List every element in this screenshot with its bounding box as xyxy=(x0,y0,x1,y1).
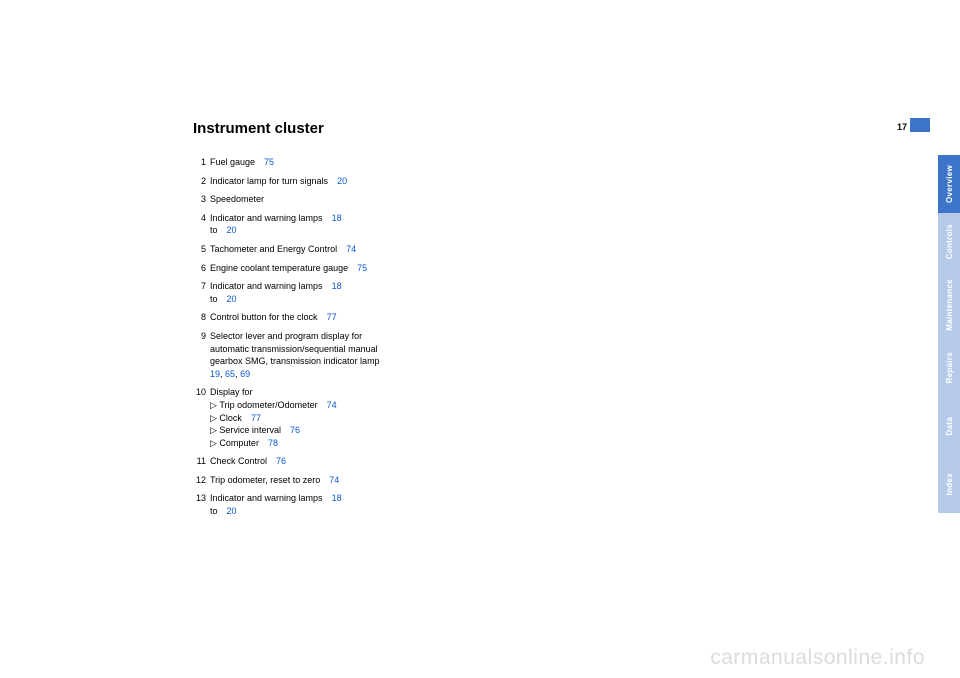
side-tab-label: Data xyxy=(945,417,954,436)
list-item-text: Display for▷ Trip odometer/Odometer 74▷ … xyxy=(210,386,337,449)
list-item-text: Engine coolant temperature gauge 75 xyxy=(210,262,367,275)
list-item-number: 4 xyxy=(193,212,210,223)
page-ref-link[interactable]: 18 xyxy=(332,493,342,503)
list-item-text: Indicator lamp for turn signals 20 xyxy=(210,175,347,188)
side-tab[interactable]: Repairs xyxy=(938,339,960,397)
page-ref-link[interactable]: 18 xyxy=(332,213,342,223)
list-item-number: 2 xyxy=(193,175,210,186)
list-item-number: 3 xyxy=(193,193,210,204)
side-tab[interactable]: Overview xyxy=(938,155,960,213)
list-item-number: 13 xyxy=(193,492,210,503)
list-item-number: 6 xyxy=(193,262,210,273)
page-ref-link[interactable]: 74 xyxy=(346,244,356,254)
list-item-number: 10 xyxy=(193,386,210,397)
list-item: 7Indicator and warning lamps 18to 20 xyxy=(193,280,398,305)
page-ref-link[interactable]: 20 xyxy=(227,506,237,516)
page-ref-link[interactable]: 20 xyxy=(227,294,237,304)
watermark: carmanualsonline.info xyxy=(710,646,925,670)
triangle-icon: ▷ xyxy=(210,438,219,448)
list-item-text: Tachometer and Energy Control 74 xyxy=(210,243,356,256)
list-item: 8Control button for the clock 77 xyxy=(193,311,398,324)
list-item-text: Check Control 76 xyxy=(210,455,286,468)
list-item: 6Engine coolant temperature gauge 75 xyxy=(193,262,398,275)
side-tab-label: Controls xyxy=(945,224,954,259)
list-item-text: Indicator and warning lamps 18to 20 xyxy=(210,280,342,305)
list-item: 4Indicator and warning lamps 18to 20 xyxy=(193,212,398,237)
list-item-text: Trip odometer, reset to zero 74 xyxy=(210,474,339,487)
side-tab[interactable]: Controls xyxy=(938,213,960,271)
list-item-text: Indicator and warning lamps 18to 20 xyxy=(210,492,342,517)
list-item: 2Indicator lamp for turn signals 20 xyxy=(193,175,398,188)
list-item: 3Speedometer xyxy=(193,193,398,206)
list-item-number: 7 xyxy=(193,280,210,291)
list-sub-item: ▷ Service interval 76 xyxy=(210,424,337,437)
index-list: 1Fuel gauge 752Indicator lamp for turn s… xyxy=(193,150,398,518)
side-tab[interactable]: Maintenance xyxy=(938,271,960,339)
list-item: 12Trip odometer, reset to zero 74 xyxy=(193,474,398,487)
page-marker xyxy=(910,118,930,132)
list-item-text: Control button for the clock 77 xyxy=(210,311,337,324)
list-item-number: 11 xyxy=(193,455,210,466)
list-item: 11Check Control 76 xyxy=(193,455,398,468)
list-sub-item: ▷ Trip odometer/Odometer 74 xyxy=(210,399,337,412)
page-ref-link[interactable]: 77 xyxy=(251,413,261,423)
side-tab-label: Maintenance xyxy=(945,279,954,331)
list-item-number: 8 xyxy=(193,311,210,322)
list-item: 13Indicator and warning lamps 18to 20 xyxy=(193,492,398,517)
page-ref-link[interactable]: 76 xyxy=(276,456,286,466)
list-item: 5Tachometer and Energy Control 74 xyxy=(193,243,398,256)
list-item-number: 1 xyxy=(193,156,210,167)
page-ref-link[interactable]: 65 xyxy=(225,369,235,379)
side-tab-label: Repairs xyxy=(945,352,954,383)
list-item-number: 9 xyxy=(193,330,210,341)
page-ref-link[interactable]: 20 xyxy=(337,176,347,186)
page-number: 17 xyxy=(897,122,907,132)
list-item-number: 5 xyxy=(193,243,210,254)
list-sub-item: ▷ Computer 78 xyxy=(210,437,337,450)
page-ref-link[interactable]: 69 xyxy=(240,369,250,379)
page-ref-link[interactable]: 74 xyxy=(329,475,339,485)
page-ref-link[interactable]: 78 xyxy=(268,438,278,448)
page-ref-link[interactable]: 75 xyxy=(264,157,274,167)
page-ref-link[interactable]: 76 xyxy=(290,425,300,435)
list-sub-item: ▷ Clock 77 xyxy=(210,412,337,425)
list-item-text: Speedometer xyxy=(210,193,264,206)
side-tab[interactable]: Index xyxy=(938,455,960,513)
page-ref-link[interactable]: 75 xyxy=(357,263,367,273)
list-item-text: Selector lever and program display for a… xyxy=(210,330,398,380)
triangle-icon: ▷ xyxy=(210,413,219,423)
page-ref-link[interactable]: 19 xyxy=(210,369,220,379)
list-item: 9Selector lever and program display for … xyxy=(193,330,398,380)
side-tabs: Overview Controls Maintenance Repairs Data In… xyxy=(938,155,960,513)
side-tab-label: Overview xyxy=(945,165,954,203)
side-tab-label: Index xyxy=(945,473,954,495)
list-item-text: Indicator and warning lamps 18to 20 xyxy=(210,212,342,237)
list-item-number: 12 xyxy=(193,474,210,485)
page-ref-link[interactable]: 74 xyxy=(327,400,337,410)
list-item: 10Display for▷ Trip odometer/Odometer 74… xyxy=(193,386,398,449)
side-tab[interactable]: Data xyxy=(938,397,960,455)
page-ref-link[interactable]: 18 xyxy=(332,281,342,291)
page-title: Instrument cluster xyxy=(193,120,324,137)
list-item-text: Fuel gauge 75 xyxy=(210,156,274,169)
triangle-icon: ▷ xyxy=(210,425,219,435)
list-item: 1Fuel gauge 75 xyxy=(193,156,398,169)
page-ref-link[interactable]: 20 xyxy=(227,225,237,235)
triangle-icon: ▷ xyxy=(210,400,219,410)
page-ref-link[interactable]: 77 xyxy=(327,312,337,322)
